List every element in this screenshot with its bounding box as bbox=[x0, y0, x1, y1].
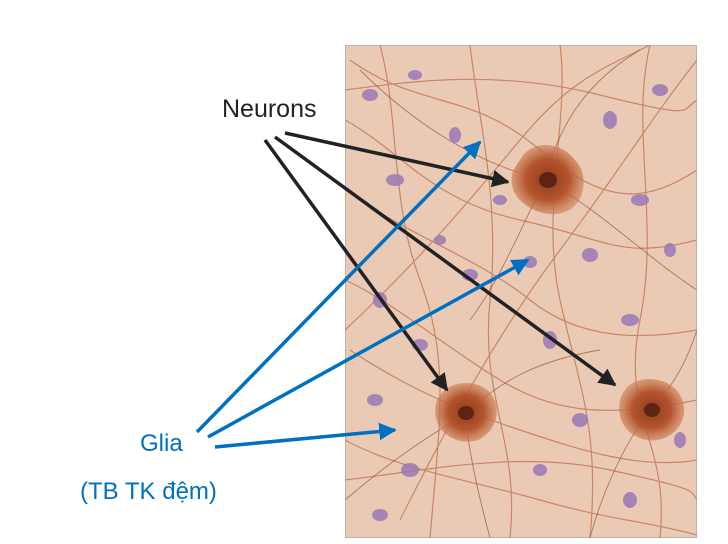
neurons-label: Neurons bbox=[222, 95, 317, 123]
neuron-nucleus-bottom-right bbox=[644, 403, 660, 417]
glia-arrow-3 bbox=[214, 422, 397, 449]
glia-arrow-2 bbox=[207, 258, 530, 439]
neuron-arrow-1 bbox=[284, 131, 510, 188]
micrograph bbox=[345, 45, 697, 538]
neuron-nucleus-top bbox=[539, 172, 557, 188]
neuron-arrows bbox=[263, 131, 617, 392]
glia-nuclei bbox=[362, 70, 686, 521]
neuron-nucleus-bottom-left bbox=[458, 406, 474, 420]
glia-arrow-1 bbox=[195, 140, 482, 434]
glia-arrows bbox=[195, 140, 530, 449]
micrograph-background bbox=[345, 45, 697, 538]
glia-subtitle-label: (TB TK đệm) bbox=[80, 478, 217, 505]
tissue-fibers bbox=[345, 45, 697, 538]
neuron-arrow-2 bbox=[263, 138, 449, 392]
glia-label: Glia bbox=[140, 430, 183, 457]
neuron-cell-bodies bbox=[435, 145, 685, 442]
neuron-arrow-3 bbox=[273, 135, 617, 387]
